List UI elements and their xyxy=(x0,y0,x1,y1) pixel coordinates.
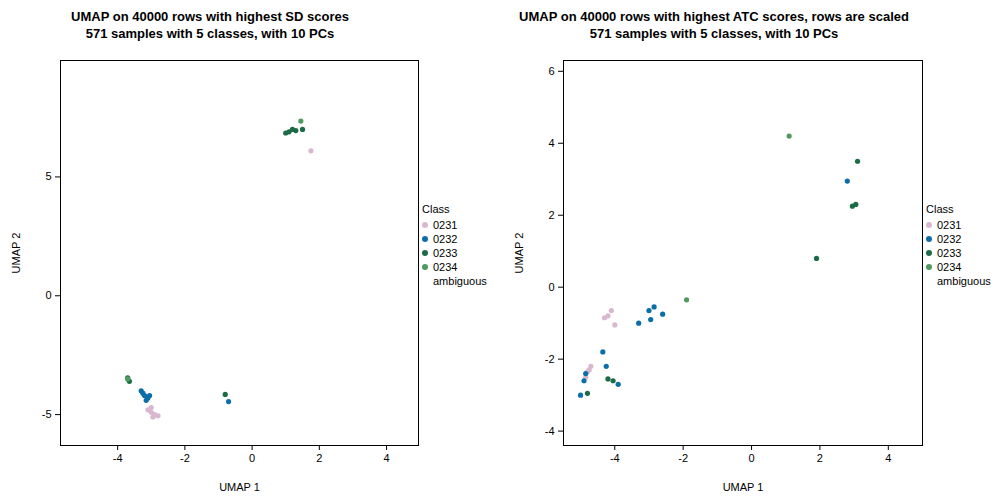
svg-text:5: 5 xyxy=(45,170,51,182)
html-text:0231: 0231 xyxy=(433,219,458,231)
html-text:0232: 0232 xyxy=(937,233,962,245)
svg-text:UMAP 1: UMAP 1 xyxy=(723,481,764,493)
svg-text:6: 6 xyxy=(548,65,554,77)
svg-text:UMAP 2: UMAP 2 xyxy=(513,233,525,274)
svg-text:0: 0 xyxy=(45,289,51,301)
html-text:0234: 0234 xyxy=(433,261,458,273)
svg-text:4: 4 xyxy=(548,137,554,149)
html-text:0233: 0233 xyxy=(937,247,962,259)
svg-text:-5: -5 xyxy=(42,408,52,420)
html-text:Class: Class xyxy=(926,203,954,215)
svg-text:2: 2 xyxy=(817,452,823,464)
html-text:ambiguous: ambiguous xyxy=(433,275,487,287)
svg-text:-2: -2 xyxy=(180,452,190,464)
svg-text:-2: -2 xyxy=(545,353,555,365)
svg-text:0: 0 xyxy=(548,281,554,293)
svg-text:UMAP 2: UMAP 2 xyxy=(10,233,22,274)
html-text:0234: 0234 xyxy=(937,261,962,273)
svg-text:-4: -4 xyxy=(610,452,620,464)
svg-text:-4: -4 xyxy=(545,425,555,437)
svg-text:4: 4 xyxy=(885,452,891,464)
svg-text:UMAP 1: UMAP 1 xyxy=(219,481,260,493)
html-text:0232: 0232 xyxy=(433,233,458,245)
svg-text:-2: -2 xyxy=(678,452,688,464)
html-text:UMAP on 40000 rows with highes: UMAP on 40000 rows with highest SD score… xyxy=(71,9,349,24)
html-text:ambiguous: ambiguous xyxy=(937,275,991,287)
html-text:0233: 0233 xyxy=(433,247,458,259)
svg-text:-4: -4 xyxy=(113,452,123,464)
svg-text:0: 0 xyxy=(748,452,754,464)
svg-text:0: 0 xyxy=(249,452,255,464)
html-text:UMAP on 40000 rows with highes: UMAP on 40000 rows with highest ATC scor… xyxy=(519,9,909,24)
svg-text:2: 2 xyxy=(316,452,322,464)
html-text:571 samples with 5 classes, wi: 571 samples with 5 classes, with 10 PCs xyxy=(85,26,335,41)
svg-text:4: 4 xyxy=(384,452,390,464)
html-text:0231: 0231 xyxy=(937,219,962,231)
svg-text:2: 2 xyxy=(548,209,554,221)
html-text:571 samples with 5 classes, wi: 571 samples with 5 classes, with 10 PCs xyxy=(589,26,839,41)
html-text:Class: Class xyxy=(422,203,450,215)
